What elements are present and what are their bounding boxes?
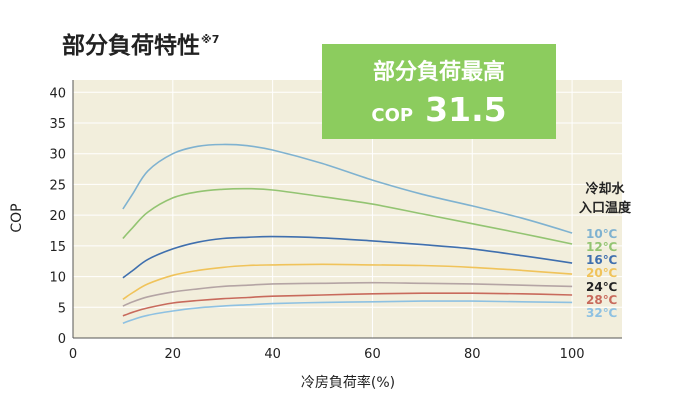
y-tick-label-5: 25: [49, 178, 66, 193]
series-line-5: [122, 292, 573, 317]
x-tick-label-3: 60: [364, 347, 381, 362]
max-cop-callout: 部分負荷最高 COP 31.5: [322, 44, 556, 139]
x-tick-label-5: 100: [560, 347, 585, 362]
footnote-mark: ※7: [201, 33, 220, 46]
y-tick-label-8: 40: [49, 86, 66, 101]
y-tick-label-3: 15: [49, 240, 66, 255]
y-tick-label-7: 35: [49, 117, 66, 132]
legend-item-6: 32℃: [586, 306, 618, 320]
callout-value-row: COP 31.5: [322, 90, 556, 129]
callout-heading: 部分負荷最高: [372, 60, 505, 85]
x-tick-label-4: 80: [464, 347, 481, 362]
axes: [72, 80, 622, 339]
ticks: 0 20 40 60 80 100 0 5 10 15 20 25 30 35 40: [49, 86, 584, 362]
legend-item-3: 20℃: [586, 266, 618, 280]
legend-item-5: 28℃: [586, 293, 618, 307]
callout-cop-label: COP: [371, 105, 414, 126]
legend-title: 冷却水 入口温度: [576, 180, 634, 218]
y-tick-label-2: 10: [49, 271, 66, 286]
x-tick-label-0: 0: [69, 347, 77, 362]
series-line-3: [122, 263, 573, 300]
series-layer: [122, 143, 573, 325]
legend-title-line1: 冷却水: [585, 182, 625, 197]
x-axis-label: 冷房負荷率(%): [301, 374, 395, 391]
x-tick-label-2: 40: [264, 347, 281, 362]
y-axis-label: COP: [9, 203, 25, 232]
series-line-2: [122, 235, 573, 279]
series-line-4: [122, 281, 573, 307]
y-tick-label-6: 30: [49, 148, 66, 163]
chart-title: 部分負荷特性※7: [62, 26, 219, 60]
legend-item-4: 24℃: [586, 280, 618, 294]
legend-item-0: 10℃: [586, 227, 618, 241]
x-tick-label-1: 20: [165, 347, 182, 362]
chart-title-text: 部分負荷特性: [62, 33, 200, 59]
legend-title-line2: 入口温度: [578, 201, 631, 216]
series-line-0: [122, 143, 573, 234]
callout-cop-value: 31.5: [425, 90, 507, 129]
legend-item-1: 12℃: [586, 240, 618, 254]
y-tick-label-0: 0: [58, 332, 66, 347]
series-line-1: [122, 187, 573, 245]
series-line-6: [122, 300, 573, 325]
y-tick-label-1: 5: [58, 301, 66, 316]
y-tick-label-4: 20: [49, 209, 66, 224]
legend-item-2: 16℃: [586, 253, 618, 267]
